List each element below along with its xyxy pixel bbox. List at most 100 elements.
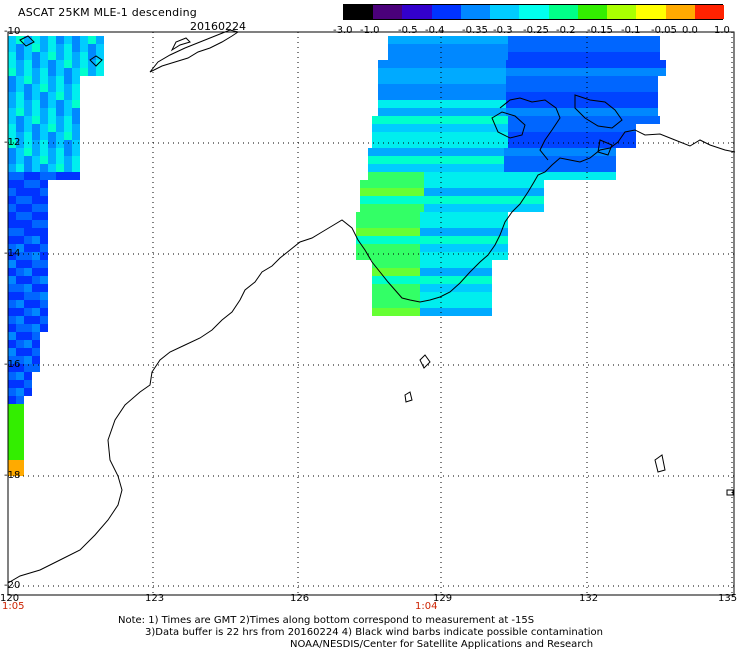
data-cell	[64, 100, 72, 108]
data-cell	[584, 148, 592, 156]
data-cell	[80, 52, 88, 60]
data-cell	[24, 116, 32, 124]
data-cell	[40, 52, 48, 60]
data-cell	[400, 148, 408, 156]
data-cell	[24, 36, 32, 44]
data-cell	[8, 372, 16, 380]
data-cell	[386, 68, 394, 76]
data-cell	[380, 212, 388, 220]
data-cell	[40, 324, 48, 332]
data-cell	[372, 212, 380, 220]
data-cell	[516, 124, 524, 132]
data-cell	[56, 36, 64, 44]
data-cell	[32, 140, 40, 148]
data-cell	[530, 68, 538, 76]
data-cell	[536, 196, 544, 204]
data-cell	[8, 220, 16, 228]
data-cell	[508, 132, 516, 140]
data-cell	[634, 68, 642, 76]
data-cell	[396, 228, 404, 236]
data-cell	[512, 196, 520, 204]
data-cell	[548, 132, 556, 140]
data-cell	[32, 348, 40, 356]
data-cell	[448, 156, 456, 164]
data-cell	[418, 76, 426, 84]
data-cell	[468, 268, 476, 276]
data-cell	[460, 220, 468, 228]
data-cell	[458, 84, 466, 92]
data-cell	[602, 76, 610, 84]
data-cell	[16, 196, 24, 204]
data-cell	[564, 44, 572, 52]
data-cell	[410, 60, 418, 68]
data-cell	[602, 84, 610, 92]
data-cell	[436, 292, 444, 300]
data-cell	[32, 156, 40, 164]
data-cell	[424, 196, 432, 204]
data-cell	[48, 172, 56, 180]
data-cell	[80, 68, 88, 76]
lon-label: 135	[718, 593, 738, 604]
data-cell	[56, 108, 64, 116]
data-cell	[40, 196, 48, 204]
data-cell	[24, 108, 32, 116]
data-cell	[536, 180, 544, 188]
data-cell	[24, 140, 32, 148]
data-cell	[32, 204, 40, 212]
data-cell	[476, 236, 484, 244]
data-cell	[356, 236, 364, 244]
data-cell	[32, 276, 40, 284]
data-cell	[408, 164, 416, 172]
data-cell	[588, 36, 596, 44]
data-cell	[412, 124, 420, 132]
data-cell	[72, 164, 80, 172]
data-cell	[556, 140, 564, 148]
data-cell	[16, 156, 24, 164]
data-cell	[56, 60, 64, 68]
data-cell	[442, 92, 450, 100]
data-cell	[444, 220, 452, 228]
coastline-tiwi	[491, 111, 526, 139]
data-cell	[474, 108, 482, 116]
data-cell	[72, 60, 80, 68]
data-cell	[564, 52, 572, 60]
data-cell	[420, 36, 428, 44]
data-cell	[556, 36, 564, 44]
data-cell	[484, 116, 492, 124]
data-cell	[8, 356, 16, 364]
data-cell	[514, 92, 522, 100]
data-cell	[600, 156, 608, 164]
data-cell	[464, 164, 472, 172]
data-cell	[596, 36, 604, 44]
colorbar-segment	[548, 5, 579, 19]
data-cell	[16, 428, 24, 436]
data-cell	[432, 196, 440, 204]
data-cell	[572, 124, 580, 132]
coastline-kimberley	[7, 129, 736, 584]
data-cell	[412, 268, 420, 276]
data-cell	[562, 100, 570, 108]
data-cell	[388, 228, 396, 236]
data-cell	[460, 52, 468, 60]
data-cell	[602, 108, 610, 116]
data-cell	[412, 244, 420, 252]
data-cell	[626, 84, 634, 92]
data-cell	[600, 148, 608, 156]
data-cell	[452, 284, 460, 292]
data-cell	[538, 100, 546, 108]
data-cell	[650, 60, 658, 68]
data-cell	[420, 228, 428, 236]
data-cell	[512, 188, 520, 196]
data-cell	[372, 124, 380, 132]
data-cell	[386, 100, 394, 108]
data-cell	[468, 236, 476, 244]
data-cell	[356, 220, 364, 228]
data-cell	[412, 308, 420, 316]
data-cell	[428, 252, 436, 260]
data-cell	[396, 308, 404, 316]
data-cell	[24, 180, 32, 188]
data-cell	[400, 164, 408, 172]
data-cell	[556, 52, 564, 60]
data-cell	[24, 124, 32, 132]
data-cell	[72, 100, 80, 108]
